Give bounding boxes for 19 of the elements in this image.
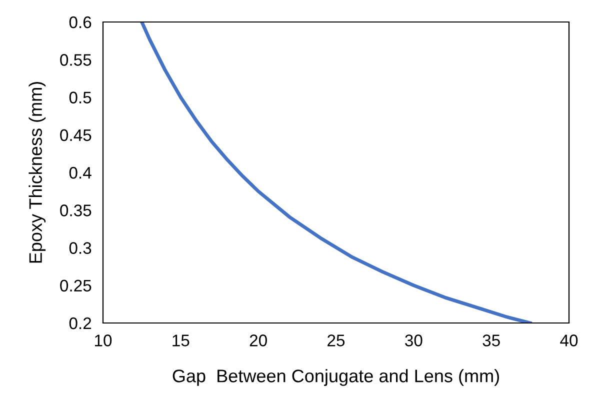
x-tick-label: 15: [172, 334, 190, 346]
y-tick-label: 0.45: [60, 129, 92, 142]
y-axis-title: Epoxy Thickness (mm): [28, 82, 46, 263]
line-series: [140, 22, 532, 323]
y-tick-label: 0.6: [69, 16, 92, 28]
y-tick-label: 0.4: [69, 166, 92, 179]
y-tick-label: 0.35: [60, 204, 92, 216]
x-tick-label: 10: [95, 334, 112, 346]
x-tick-label: 30: [405, 334, 422, 346]
y-tick-label: 0.55: [60, 54, 92, 66]
x-tick-label: 20: [250, 334, 267, 346]
x-tick-label: 35: [482, 334, 500, 346]
y-tick-label: 0.2: [69, 317, 92, 330]
x-tick-label: 40: [560, 334, 578, 346]
y-tick-label: 0.3: [69, 242, 92, 254]
x-tick-label: 25: [328, 334, 345, 346]
y-tick-label: 0.25: [60, 280, 92, 292]
x-axis-title: Gap Between Conjugate and Lens (mm): [172, 369, 499, 386]
y-tick-label: 0.5: [69, 92, 92, 104]
